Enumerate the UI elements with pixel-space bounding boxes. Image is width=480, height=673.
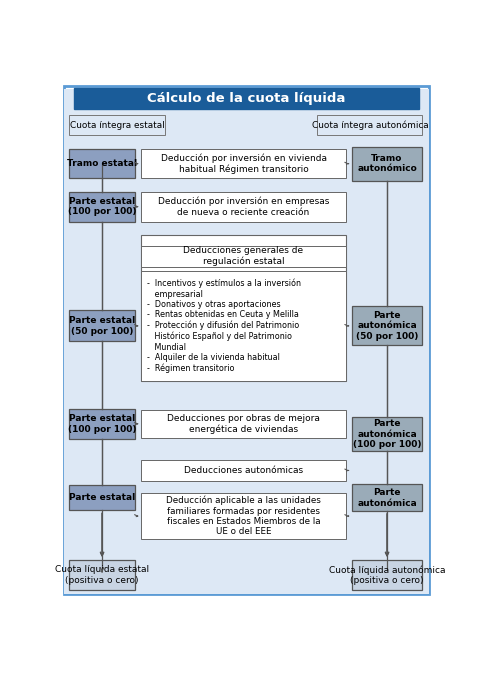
- Text: Parte estatal
(100 por 100): Parte estatal (100 por 100): [68, 197, 136, 217]
- FancyBboxPatch shape: [69, 192, 134, 221]
- Text: Cuota íntegra autonómica: Cuota íntegra autonómica: [311, 120, 427, 130]
- Text: Deducción por inversión en vivienda
habitual Régimen transitorio: Deducción por inversión en vivienda habi…: [160, 153, 326, 174]
- Text: Cálculo de la cuota líquida: Cálculo de la cuota líquida: [147, 92, 345, 105]
- FancyBboxPatch shape: [141, 410, 345, 438]
- Text: Cuota líquida autonómica
(positiva o cero): Cuota líquida autonómica (positiva o cer…: [328, 565, 444, 585]
- FancyBboxPatch shape: [74, 88, 418, 109]
- Text: Parte
autonómica
(100 por 100): Parte autonómica (100 por 100): [352, 419, 420, 449]
- FancyBboxPatch shape: [69, 560, 134, 590]
- Text: Cuota líquida estatal
(positiva o cero): Cuota líquida estatal (positiva o cero): [55, 565, 149, 585]
- FancyBboxPatch shape: [141, 192, 345, 221]
- Text: -  Incentivos y estímulos a la inversión
   empresarial
-  Donativos y otras apo: - Incentivos y estímulos a la inversión …: [147, 279, 300, 373]
- FancyBboxPatch shape: [351, 560, 421, 590]
- FancyBboxPatch shape: [351, 485, 421, 511]
- Text: Tramo
autonómico: Tramo autonómico: [357, 154, 416, 174]
- FancyBboxPatch shape: [351, 417, 421, 451]
- Text: Deducciones por obras de mejora
energética de viviendas: Deducciones por obras de mejora energéti…: [167, 414, 319, 434]
- FancyBboxPatch shape: [64, 86, 428, 594]
- FancyBboxPatch shape: [69, 409, 134, 439]
- Text: Deducción aplicable a las unidades
familiares formadas por residentes
fiscales e: Deducción aplicable a las unidades famil…: [166, 496, 320, 536]
- Text: Deducciones generales de
regulación estatal: Deducciones generales de regulación esta…: [183, 246, 303, 267]
- FancyBboxPatch shape: [69, 310, 134, 341]
- FancyBboxPatch shape: [351, 147, 421, 180]
- Text: Parte estatal
(50 por 100): Parte estatal (50 por 100): [69, 316, 135, 336]
- Text: Cuota íntegra estatal: Cuota íntegra estatal: [70, 121, 164, 130]
- Text: Tramo estatal: Tramo estatal: [67, 160, 137, 168]
- FancyBboxPatch shape: [351, 306, 421, 345]
- Text: Parte estatal
(100 por 100): Parte estatal (100 por 100): [68, 414, 136, 433]
- FancyBboxPatch shape: [69, 149, 134, 178]
- Text: Deducción por inversión en empresas
de nueva o reciente creación: Deducción por inversión en empresas de n…: [157, 197, 328, 217]
- FancyBboxPatch shape: [64, 89, 428, 594]
- FancyBboxPatch shape: [141, 271, 345, 381]
- FancyBboxPatch shape: [69, 116, 164, 135]
- Text: Parte estatal: Parte estatal: [69, 493, 135, 503]
- FancyBboxPatch shape: [141, 246, 345, 267]
- FancyBboxPatch shape: [69, 485, 134, 510]
- FancyBboxPatch shape: [141, 149, 345, 178]
- Text: Parte
autonómica: Parte autonómica: [357, 488, 416, 507]
- FancyBboxPatch shape: [317, 116, 421, 135]
- Text: Deducciones autonómicas: Deducciones autonómicas: [183, 466, 302, 475]
- FancyBboxPatch shape: [141, 235, 345, 382]
- FancyBboxPatch shape: [141, 493, 345, 539]
- Text: Parte
autonómica
(50 por 100): Parte autonómica (50 por 100): [355, 311, 418, 341]
- FancyBboxPatch shape: [141, 460, 345, 481]
